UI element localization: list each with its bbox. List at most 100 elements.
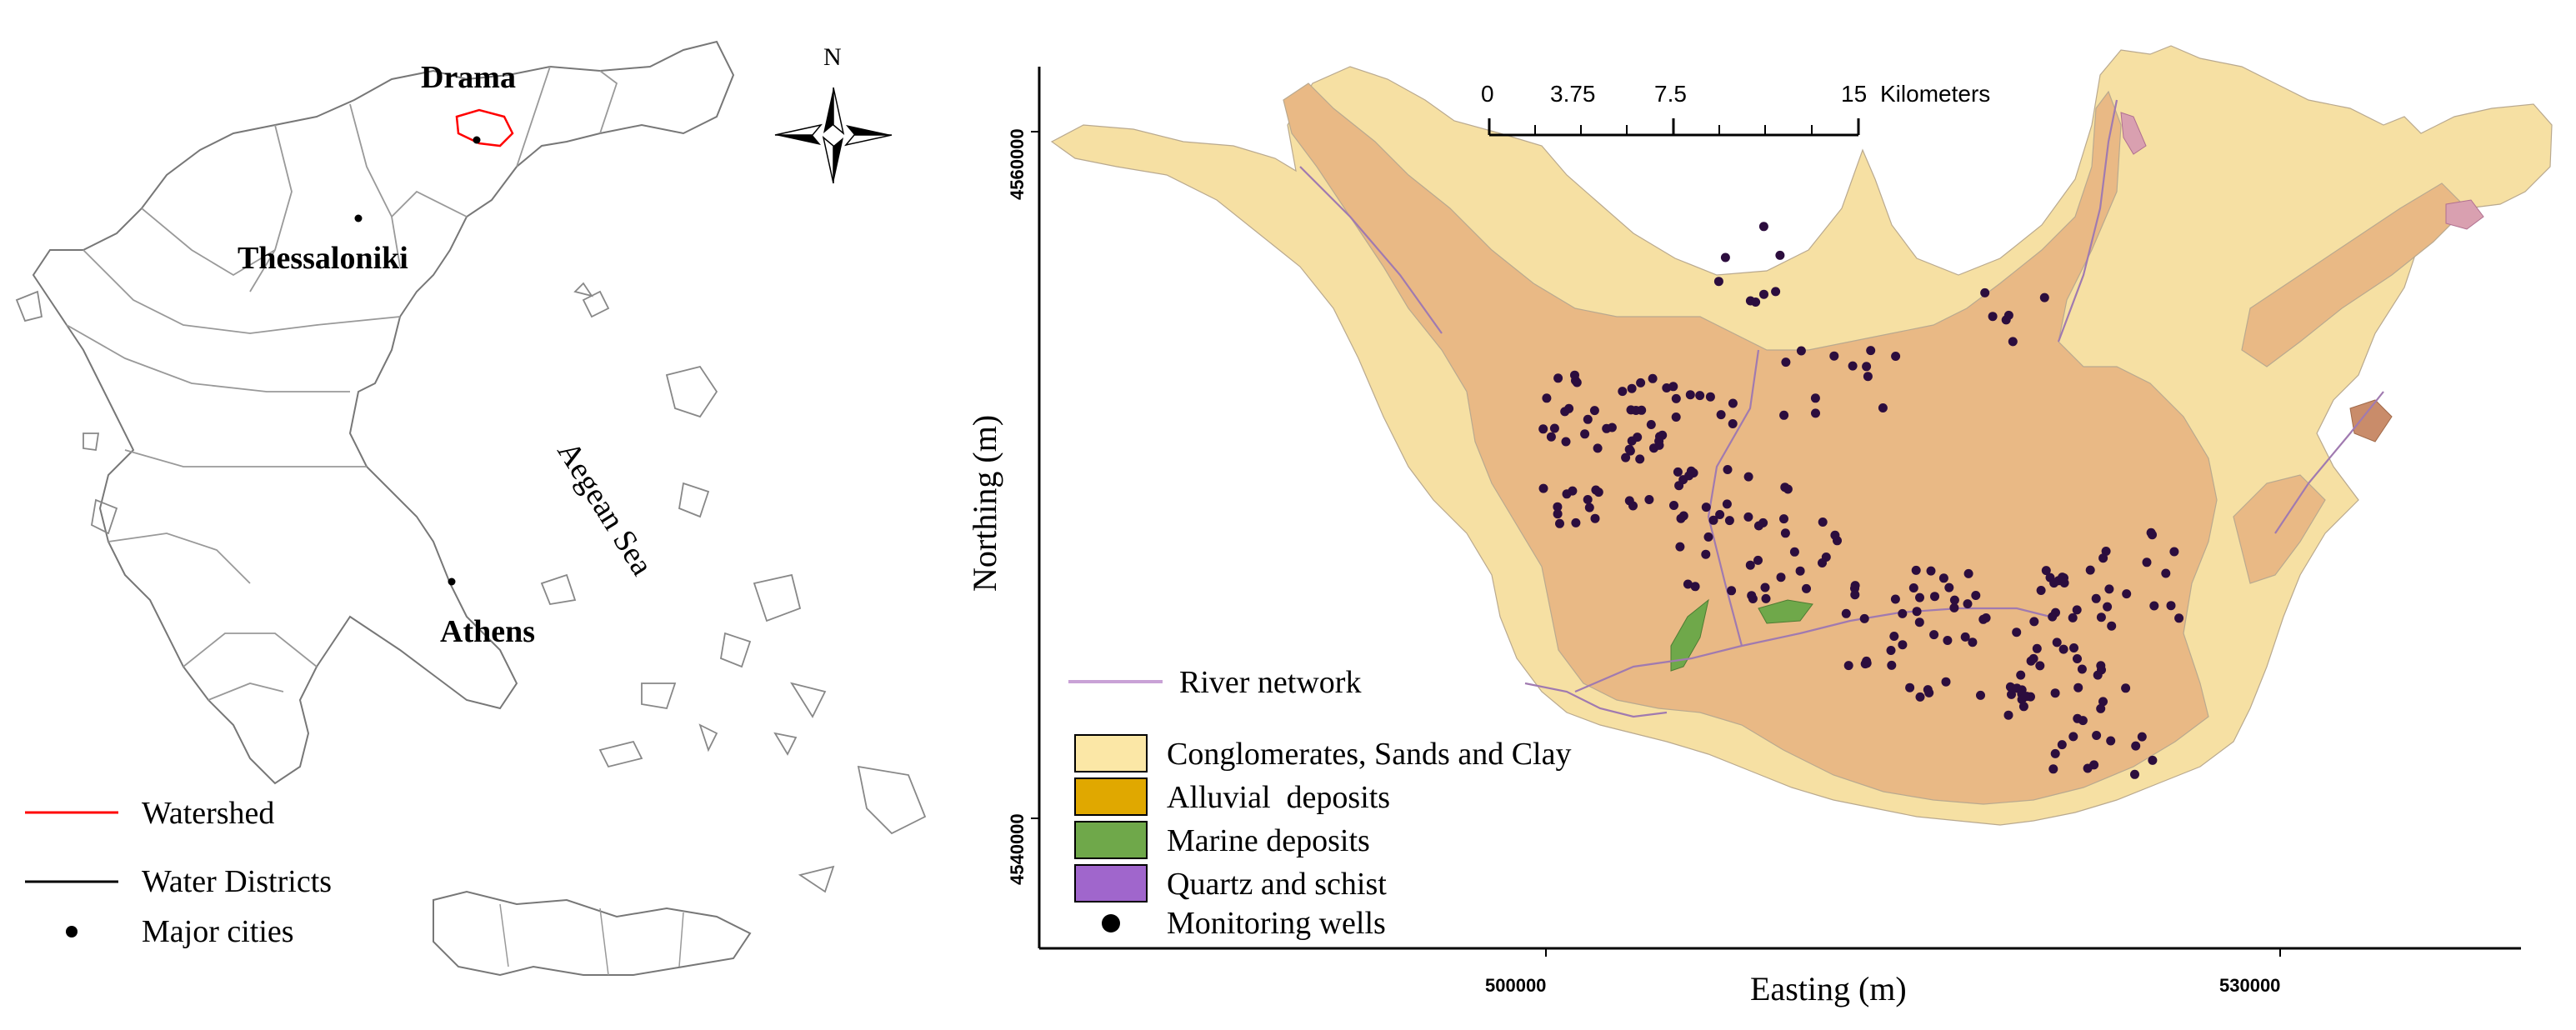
monitoring-well-marker xyxy=(1780,528,1790,538)
greece-mainland-outline xyxy=(32,40,735,785)
monitoring-well-marker xyxy=(1685,390,1695,400)
monitoring-well-marker xyxy=(1988,312,1998,322)
monitoring-well-marker xyxy=(1911,565,1921,575)
monitoring-well-marker xyxy=(1811,408,1820,418)
monitoring-well-marker xyxy=(2130,769,2139,779)
monitoring-well-marker xyxy=(1555,518,1564,528)
monitoring-wells xyxy=(1538,222,2184,779)
legend-alluvial-label: Alluvial deposits xyxy=(1167,780,1390,815)
monitoring-well-marker xyxy=(1583,414,1593,424)
monitoring-well-marker xyxy=(2048,612,2058,622)
monitoring-well-marker xyxy=(1781,358,1791,368)
monitoring-well-marker xyxy=(2028,653,2038,663)
monitoring-well-marker xyxy=(1701,549,1711,559)
monitoring-well-marker xyxy=(1646,420,1656,429)
monitoring-well-marker xyxy=(1743,512,1753,522)
monitoring-well-marker xyxy=(2020,692,2030,702)
monitoring-well-marker xyxy=(2142,558,2152,568)
legend-conglomerates-label: Conglomerates, Sands and Clay xyxy=(1167,737,1571,772)
monitoring-well-marker xyxy=(2068,612,2078,622)
monitoring-well-marker xyxy=(1631,406,1641,415)
monitoring-well-marker xyxy=(1848,361,1858,371)
monitoring-well-marker xyxy=(1669,501,1678,510)
monitoring-well-marker xyxy=(2098,697,2108,707)
x-axis-title: Easting (m) xyxy=(1750,970,1907,1008)
y-tick-4560000: 4560000 xyxy=(1007,128,1028,200)
monitoring-well-marker xyxy=(1673,467,1683,477)
monitoring-well-marker xyxy=(2050,688,2060,698)
monitoring-well-marker xyxy=(1584,502,1594,512)
monitoring-well-marker xyxy=(2049,578,2059,588)
monitoring-well-marker xyxy=(1775,250,1785,260)
monitoring-well-marker xyxy=(1759,289,1768,299)
monitoring-well-marker xyxy=(2048,764,2058,774)
monitoring-well-marker xyxy=(1553,509,1563,519)
monitoring-well-marker xyxy=(1923,685,1933,695)
monitoring-well-marker xyxy=(2137,732,2147,742)
monitoring-well-marker xyxy=(1751,298,1761,307)
monitoring-well-marker xyxy=(2101,547,2111,556)
monitoring-well-marker xyxy=(1912,607,1922,617)
monitoring-well-marker xyxy=(1644,495,1654,504)
monitoring-well-marker xyxy=(1789,547,1799,557)
monitoring-well-marker xyxy=(1944,582,1954,592)
north-label: N xyxy=(823,43,842,71)
monitoring-well-marker xyxy=(2058,644,2068,654)
monitoring-well-marker xyxy=(1728,419,1738,428)
monitoring-well-marker xyxy=(1866,346,1876,356)
monitoring-well-marker xyxy=(1963,568,1973,578)
monitoring-well-marker xyxy=(1908,583,1918,592)
monitoring-well-marker xyxy=(1713,277,1723,287)
monitoring-well-marker xyxy=(1886,646,1896,655)
monitoring-well-marker xyxy=(1561,437,1571,447)
monitoring-well-marker xyxy=(2077,664,2087,674)
monitoring-well-marker xyxy=(1843,661,1853,671)
city-label-drama: Drama xyxy=(421,60,516,95)
city-dot-athens xyxy=(448,578,456,586)
monitoring-well-marker xyxy=(1633,432,1643,442)
monitoring-well-marker xyxy=(1850,581,1860,591)
monitoring-well-marker xyxy=(1562,489,1572,499)
quartz-schist-patch xyxy=(2120,112,2147,155)
monitoring-well-marker xyxy=(1968,638,1978,648)
monitoring-well-marker xyxy=(1938,573,1948,583)
monitoring-well-marker xyxy=(2121,683,2131,693)
monitoring-well-marker xyxy=(2003,710,2013,720)
monitoring-well-marker xyxy=(1891,352,1901,361)
legend-well-marker xyxy=(1102,914,1120,932)
monitoring-well-marker xyxy=(2174,613,2184,623)
legend-marine-label: Marine deposits xyxy=(1167,823,1370,858)
city-dot-drama xyxy=(473,136,481,144)
greece-legend: Watershed Water Districts Major cities xyxy=(25,796,332,949)
monitoring-well-marker xyxy=(2091,593,2101,603)
monitoring-well-marker xyxy=(2148,530,2157,540)
monitoring-well-marker xyxy=(1753,555,1763,565)
monitoring-well-marker xyxy=(2083,763,2093,773)
monitoring-well-marker xyxy=(2148,755,2158,765)
monitoring-well-marker xyxy=(1648,373,1658,383)
monitoring-well-marker xyxy=(2092,731,2102,740)
monitoring-well-marker xyxy=(1624,444,1634,454)
monitoring-well-marker xyxy=(1538,483,1548,493)
scale-tick-0: 0 xyxy=(1481,81,1494,107)
monitoring-well-marker xyxy=(2012,628,2022,638)
legend-watershed-label: Watershed xyxy=(142,796,274,831)
x-tick-530000: 530000 xyxy=(2219,975,2280,996)
monitoring-well-marker xyxy=(1898,640,1908,650)
scale-bar: 0 3.75 7.5 15 Kilometers xyxy=(1481,81,1990,137)
monitoring-well-marker xyxy=(2073,682,2083,692)
monitoring-well-marker xyxy=(1850,590,1860,600)
monitoring-well-marker xyxy=(1795,566,1805,576)
monitoring-well-marker xyxy=(1980,288,1990,298)
drama-watershed-outline xyxy=(455,108,514,148)
monitoring-well-marker xyxy=(2107,621,2117,631)
monitoring-well-marker xyxy=(2057,740,2067,750)
monitoring-well-marker xyxy=(1889,632,1899,641)
monitoring-well-marker xyxy=(1538,424,1548,434)
monitoring-well-marker xyxy=(2166,601,2176,611)
monitoring-well-marker xyxy=(1720,252,1730,262)
x-tick-500000: 500000 xyxy=(1485,975,1546,996)
monitoring-well-marker xyxy=(1675,542,1685,552)
scale-tick-15: 15 xyxy=(1841,81,1867,107)
monitoring-well-marker xyxy=(2018,702,2028,712)
